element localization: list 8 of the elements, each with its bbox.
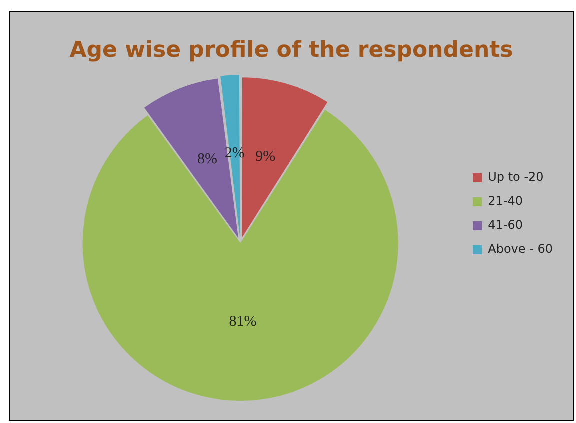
chart-title: Age wise profile of the respondents: [70, 38, 514, 63]
data-label: 8%: [197, 152, 218, 168]
data-label: 81%: [229, 314, 257, 330]
legend-label: 41-60: [488, 218, 523, 232]
data-label: 9%: [256, 148, 276, 165]
legend-label: 21-40: [488, 194, 523, 208]
legend-label: Up to -20: [488, 170, 544, 184]
legend-label: Above - 60: [488, 242, 554, 256]
